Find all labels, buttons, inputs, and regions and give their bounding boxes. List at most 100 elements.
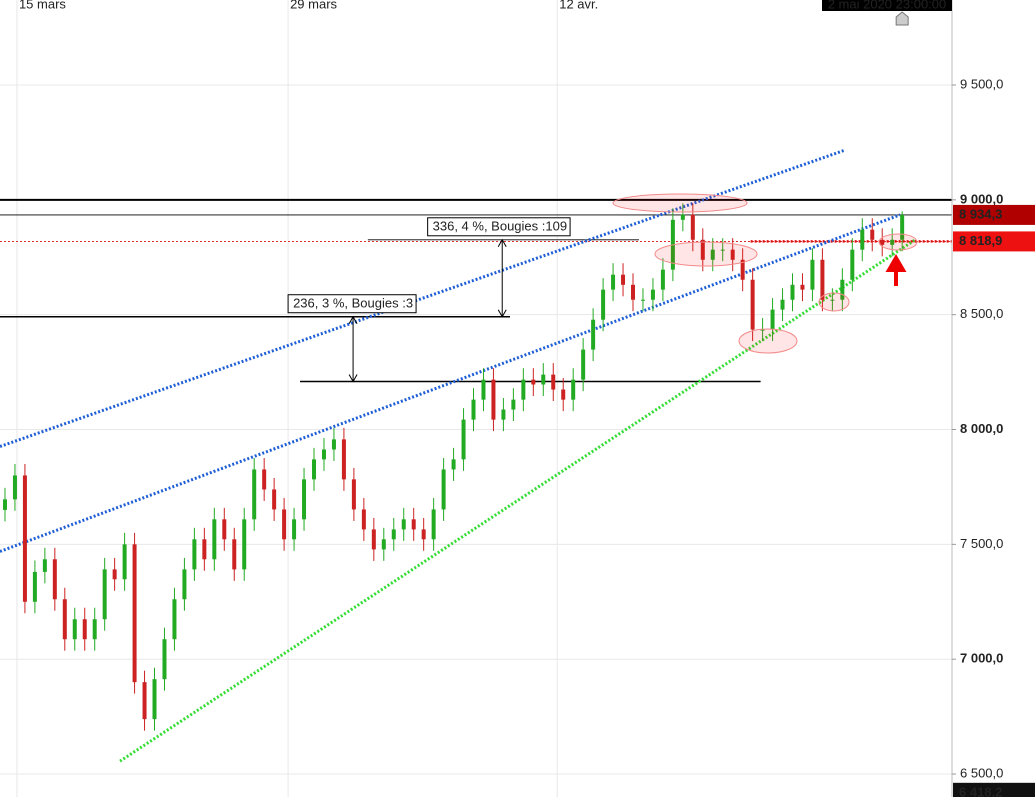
candle-body — [172, 599, 177, 640]
candle-body — [132, 544, 137, 683]
y-tick-label: 8 000,0 — [960, 421, 1003, 436]
price-label: 6 418,2 — [959, 784, 1002, 797]
candle-body — [621, 274, 626, 285]
candle-body — [22, 475, 27, 602]
candle-body — [222, 519, 227, 540]
crosshair-label: 2 mai 2020 23:00:00 — [828, 0, 947, 11]
measure-label: 336, 4 %, Bougies :109 — [433, 219, 567, 234]
candle-body — [730, 249, 735, 260]
x-tick-label: 12 avr. — [559, 0, 598, 11]
candle-body — [441, 469, 446, 510]
candle-body — [42, 559, 47, 572]
candle-body — [710, 249, 715, 260]
candle-body — [880, 239, 885, 245]
candle-body — [571, 379, 576, 400]
candle-body — [740, 259, 745, 280]
candle-body — [581, 349, 586, 380]
candle-body — [232, 539, 237, 570]
highlight-ellipse — [612, 193, 748, 213]
candle-body — [12, 475, 17, 500]
candle-body — [202, 539, 207, 560]
candle-body — [760, 329, 765, 331]
candle-body — [850, 249, 855, 280]
candle-body — [720, 249, 725, 251]
annotation-ellipses — [612, 193, 918, 354]
candle-body — [640, 299, 645, 301]
candle-body — [262, 469, 267, 490]
candle-body — [790, 284, 795, 300]
x-tick-label: 29 mars — [290, 0, 337, 11]
candle-body — [312, 459, 317, 480]
highlight-ellipse — [738, 328, 798, 354]
candle-body — [182, 569, 187, 600]
candle-body — [321, 449, 326, 460]
candle-body — [660, 269, 665, 290]
candle-body — [511, 399, 516, 410]
candle-body — [62, 599, 67, 640]
candle-body — [591, 319, 596, 350]
measure-label-box — [427, 217, 571, 237]
candle-body — [800, 284, 805, 290]
candle-body — [840, 279, 845, 300]
y-tick-label: 9 000,0 — [960, 191, 1003, 206]
candle-body — [282, 509, 287, 540]
candle-body — [331, 439, 336, 450]
candle-body — [531, 379, 536, 385]
price-label-box — [953, 782, 1035, 797]
trendline — [119, 238, 917, 763]
candle-body — [2, 499, 7, 510]
candle-body — [611, 274, 616, 290]
candle-body — [870, 229, 875, 240]
candle-body — [471, 399, 476, 420]
candle-body — [900, 214, 905, 240]
candle-body — [770, 309, 775, 330]
candle-body — [302, 479, 307, 520]
crosshair-marker — [895, 11, 909, 26]
plot-layer: 336, 4 %, Bougies :109 236, 3 %, Bougies … — [0, 0, 952, 797]
y-tick-label: 7 500,0 — [960, 536, 1003, 551]
measure-label: 236, 3 %, Bougies :3 — [293, 296, 413, 311]
price-label-box — [953, 231, 1035, 252]
candle-body — [830, 299, 835, 301]
candle-body — [561, 389, 566, 400]
candle-body — [431, 509, 436, 540]
candle-body — [481, 379, 486, 400]
candle-body — [272, 489, 277, 510]
y-tick-label: 7 000,0 — [960, 651, 1003, 666]
candle-body — [820, 259, 825, 300]
candle-body — [541, 374, 546, 385]
candle-body — [32, 571, 37, 602]
price-label-box — [953, 204, 1035, 225]
highlight-ellipse — [878, 233, 918, 251]
candle-body — [192, 539, 197, 570]
candle-body — [690, 214, 695, 240]
red-arrow — [885, 254, 907, 286]
candle-body — [252, 469, 257, 520]
y-tick-label: 8 500,0 — [960, 306, 1003, 321]
candle-body — [391, 529, 396, 540]
candle-body — [371, 529, 376, 550]
candle-body — [401, 519, 406, 530]
y-tick-label: 6 500,0 — [960, 765, 1003, 780]
y-tick-label: 9 500,0 — [960, 76, 1003, 91]
candle-body — [650, 289, 655, 300]
candle-body — [381, 539, 386, 550]
candle-body — [102, 569, 107, 620]
candle-body — [521, 379, 526, 400]
candle-body — [212, 519, 217, 560]
highlight-ellipse — [654, 241, 758, 267]
candle-body — [351, 479, 356, 510]
candle-body — [72, 619, 77, 640]
axis-panel — [952, 0, 1035, 797]
measure-label-box — [287, 294, 417, 314]
candle-body — [700, 239, 705, 260]
price-label: 8 934,3 — [959, 206, 1002, 221]
candle-body — [421, 529, 426, 540]
candle-body — [122, 544, 127, 580]
candle-body — [112, 569, 117, 580]
candle-body — [491, 379, 496, 420]
arrow-head — [348, 315, 358, 383]
candle-body — [750, 279, 755, 330]
arrow-head — [497, 238, 507, 318]
